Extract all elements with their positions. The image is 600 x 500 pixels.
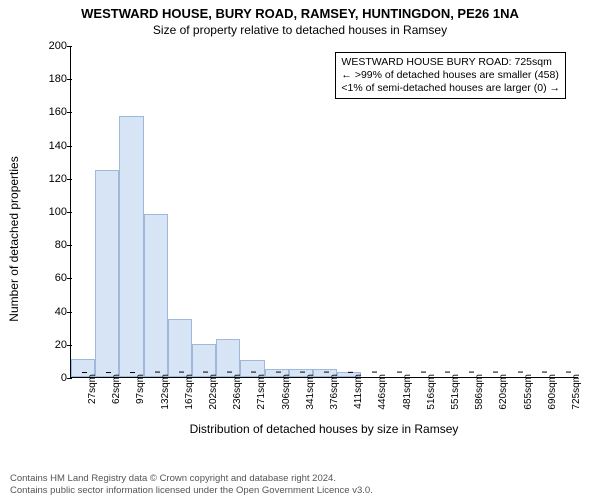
y-tick: 60 <box>31 272 67 284</box>
y-tick: 100 <box>31 206 67 218</box>
histogram-bar <box>168 319 192 377</box>
x-tick: 132sqm <box>160 374 171 410</box>
histogram-bar <box>119 116 143 377</box>
footer-attribution: Contains HM Land Registry data © Crown c… <box>10 473 373 496</box>
plot-area: WESTWARD HOUSE BURY ROAD: 725sqm ← >99% … <box>70 46 578 378</box>
x-tick: 202sqm <box>208 374 219 410</box>
annotation-line-1: WESTWARD HOUSE BURY ROAD: 725sqm <box>341 56 560 69</box>
chart-subtitle: Size of property relative to detached ho… <box>0 21 600 41</box>
y-tick: 140 <box>31 140 67 152</box>
x-tick: 62sqm <box>111 374 122 404</box>
x-tick: 516sqm <box>426 374 437 410</box>
annotation-box: WESTWARD HOUSE BURY ROAD: 725sqm ← >99% … <box>335 52 566 99</box>
y-tick: 0 <box>31 372 67 384</box>
annotation-line-2: ← >99% of detached houses are smaller (4… <box>341 69 560 82</box>
x-tick: 411sqm <box>353 374 364 409</box>
x-tick: 655sqm <box>523 374 534 410</box>
y-tick: 160 <box>31 106 67 118</box>
y-axis-label: Number of detached properties <box>7 156 21 321</box>
histogram-bar <box>144 214 168 377</box>
x-tick: 341sqm <box>305 374 316 410</box>
x-tick: 27sqm <box>87 374 98 404</box>
annotation-line-3: <1% of semi-detached houses are larger (… <box>341 82 560 95</box>
chart-title: WESTWARD HOUSE, BURY ROAD, RAMSEY, HUNTI… <box>0 0 600 21</box>
x-tick: 446sqm <box>377 374 388 410</box>
chart-area: Number of detached properties WESTWARD H… <box>24 44 584 434</box>
y-tick: 200 <box>31 40 67 52</box>
x-tick: 376sqm <box>329 374 340 410</box>
x-tick: 167sqm <box>184 374 195 410</box>
y-tick: 80 <box>31 239 67 251</box>
histogram-bar <box>95 170 119 378</box>
x-tick: 481sqm <box>402 374 413 410</box>
x-tick: 586sqm <box>474 374 485 410</box>
y-tick: 120 <box>31 173 67 185</box>
x-axis-label: Distribution of detached houses by size … <box>70 422 578 436</box>
x-tick: 236sqm <box>232 374 243 410</box>
x-tick: 690sqm <box>547 374 558 410</box>
x-tick: 620sqm <box>498 374 509 410</box>
x-tick: 725sqm <box>571 374 582 410</box>
footer-line-1: Contains HM Land Registry data © Crown c… <box>10 473 373 484</box>
x-tick: 551sqm <box>450 374 461 410</box>
x-tick: 97sqm <box>135 374 146 404</box>
x-tick: 306sqm <box>281 374 292 410</box>
y-tick: 40 <box>31 306 67 318</box>
x-tick: 271sqm <box>256 374 267 410</box>
y-tick: 20 <box>31 339 67 351</box>
y-tick: 180 <box>31 73 67 85</box>
footer-line-2: Contains public sector information licen… <box>10 485 373 496</box>
